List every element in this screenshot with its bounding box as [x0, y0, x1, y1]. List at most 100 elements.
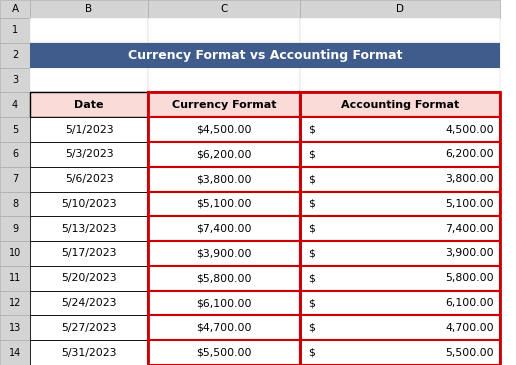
Text: $5,500.00: $5,500.00 — [196, 347, 252, 358]
Bar — [0, 291, 30, 315]
Bar — [148, 117, 300, 142]
Bar — [30, 167, 148, 192]
Bar — [30, 340, 148, 365]
Text: 5/6/2023: 5/6/2023 — [64, 174, 114, 184]
Bar — [0, 92, 30, 117]
Text: 11: 11 — [9, 273, 21, 283]
Bar — [300, 0, 500, 18]
Text: C: C — [220, 4, 228, 14]
Bar — [300, 18, 500, 43]
Bar — [148, 266, 300, 291]
Bar — [300, 266, 500, 291]
Bar — [300, 68, 500, 92]
Bar — [30, 0, 148, 18]
Text: 6,200.00: 6,200.00 — [445, 149, 494, 159]
Text: $: $ — [308, 298, 315, 308]
Text: $5,800.00: $5,800.00 — [196, 273, 252, 283]
Bar — [0, 216, 30, 241]
Bar — [148, 92, 300, 117]
Bar — [30, 68, 148, 92]
Bar — [300, 117, 500, 142]
Text: 5: 5 — [12, 124, 18, 135]
Bar — [30, 315, 148, 340]
Bar — [30, 266, 148, 291]
Text: 5/10/2023: 5/10/2023 — [61, 199, 117, 209]
Text: $4,500.00: $4,500.00 — [196, 124, 252, 135]
Text: 5,500.00: 5,500.00 — [445, 347, 494, 358]
Text: $: $ — [308, 273, 315, 283]
Bar — [0, 18, 30, 43]
Text: $: $ — [308, 149, 315, 159]
Bar — [148, 266, 300, 291]
Text: 6,100.00: 6,100.00 — [445, 298, 494, 308]
Bar — [148, 340, 300, 365]
Bar — [300, 92, 500, 117]
Bar — [148, 0, 300, 18]
Text: $6,200.00: $6,200.00 — [196, 149, 252, 159]
Text: 8: 8 — [12, 199, 18, 209]
Bar — [30, 43, 148, 68]
Bar — [300, 167, 500, 192]
Bar — [30, 291, 148, 315]
Text: 5/3/2023: 5/3/2023 — [64, 149, 114, 159]
Text: A: A — [11, 4, 19, 14]
Text: 3,900.00: 3,900.00 — [445, 249, 494, 258]
Bar — [148, 291, 300, 315]
Bar — [30, 216, 148, 241]
Bar — [30, 291, 148, 315]
Bar — [300, 117, 500, 142]
Bar — [30, 117, 148, 142]
Bar — [30, 92, 148, 117]
Bar — [148, 241, 300, 266]
Text: 9: 9 — [12, 224, 18, 234]
Bar — [300, 340, 500, 365]
Text: 3,800.00: 3,800.00 — [445, 174, 494, 184]
Text: 7,400.00: 7,400.00 — [445, 224, 494, 234]
Text: 12: 12 — [9, 298, 21, 308]
Text: 2: 2 — [12, 50, 18, 60]
Text: $3,900.00: $3,900.00 — [196, 249, 252, 258]
Bar — [148, 167, 300, 192]
Bar — [300, 192, 500, 216]
Bar — [30, 142, 148, 167]
Bar — [300, 291, 500, 315]
Bar — [0, 142, 30, 167]
Bar — [300, 192, 500, 216]
Bar — [300, 92, 500, 365]
Bar — [0, 340, 30, 365]
Bar — [148, 167, 300, 192]
Bar — [300, 266, 500, 291]
Text: $: $ — [308, 199, 315, 209]
Bar — [300, 167, 500, 192]
Text: 10: 10 — [9, 249, 21, 258]
Bar — [148, 315, 300, 340]
Text: D: D — [396, 4, 404, 14]
Bar — [300, 291, 500, 315]
Bar — [0, 192, 30, 216]
Text: $: $ — [308, 323, 315, 333]
Text: $: $ — [308, 224, 315, 234]
Bar — [300, 216, 500, 241]
Bar — [148, 192, 300, 216]
Bar — [300, 92, 500, 117]
Text: 5/1/2023: 5/1/2023 — [64, 124, 114, 135]
Text: 5,800.00: 5,800.00 — [445, 273, 494, 283]
Bar — [30, 192, 148, 216]
Text: 6: 6 — [12, 149, 18, 159]
Text: $4,700.00: $4,700.00 — [196, 323, 252, 333]
Text: B: B — [86, 4, 92, 14]
Bar — [148, 92, 300, 365]
Bar — [30, 43, 500, 68]
Text: $3,800.00: $3,800.00 — [196, 174, 252, 184]
Bar — [300, 142, 500, 167]
Text: Accounting Format: Accounting Format — [341, 100, 459, 110]
Bar — [30, 142, 148, 167]
Bar — [148, 142, 300, 167]
Bar — [30, 18, 148, 43]
Bar — [30, 192, 148, 216]
Text: Date: Date — [74, 100, 104, 110]
Bar — [30, 92, 148, 117]
Bar — [30, 340, 148, 365]
Bar — [148, 315, 300, 340]
Bar — [0, 68, 30, 92]
